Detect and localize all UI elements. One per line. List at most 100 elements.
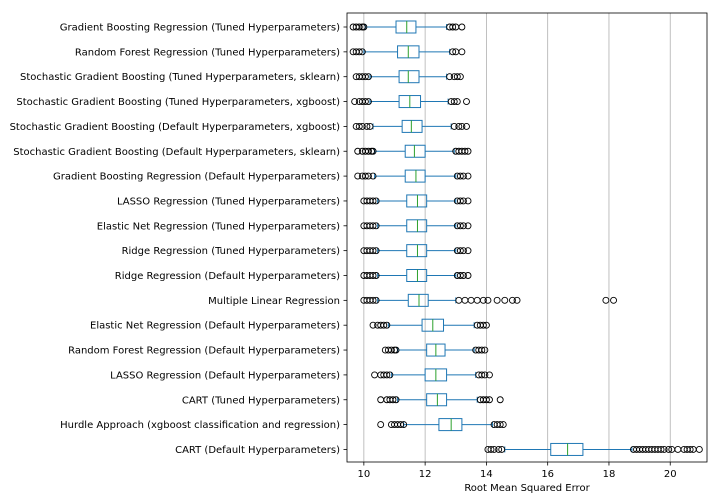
outlier-point xyxy=(464,272,472,279)
box-row xyxy=(377,418,507,432)
outlier-point xyxy=(660,446,668,453)
outlier-point xyxy=(479,321,487,329)
box xyxy=(426,393,448,407)
outlier-point xyxy=(358,122,366,130)
box-rows xyxy=(349,20,703,456)
outlier-point xyxy=(400,421,408,429)
outlier-point xyxy=(371,371,379,379)
outlier-point xyxy=(686,446,694,453)
box-row xyxy=(351,95,470,109)
outlier-point xyxy=(665,446,673,453)
category-label: Gradient Boosting Regression (Default Hy… xyxy=(53,172,340,183)
outlier-point xyxy=(467,296,475,304)
outlier-point xyxy=(463,98,470,106)
box-row xyxy=(352,119,470,133)
box xyxy=(406,194,428,208)
outlier-point xyxy=(450,98,458,106)
outlier-point xyxy=(364,147,372,155)
category-label: CART (Default Hyperparameters) xyxy=(175,445,340,456)
box-row xyxy=(349,45,466,59)
outlier-point xyxy=(355,23,363,31)
outlier-point xyxy=(481,346,489,354)
category-label: Multiple Linear Regression xyxy=(208,296,340,307)
box-row xyxy=(354,144,472,158)
outlier-point xyxy=(479,296,487,304)
x-axis-title: Root Mean Squared Error xyxy=(464,483,590,494)
outlier-point xyxy=(695,446,703,453)
outlier-point xyxy=(496,421,504,429)
outlier-point xyxy=(498,446,506,453)
outlier-point xyxy=(482,321,490,329)
outlier-point xyxy=(355,122,363,130)
category-label: Elastic Net Regression (Default Hyperpar… xyxy=(90,321,340,332)
outlier-point xyxy=(463,122,470,130)
outlier-point xyxy=(369,222,377,230)
outlier-point xyxy=(657,446,665,453)
x-axis-ticks: 10 12 14 16 18 20 xyxy=(357,462,677,480)
outlier-point xyxy=(397,421,405,429)
outlier-point xyxy=(464,247,472,255)
outlier-point xyxy=(478,371,486,379)
outlier-point xyxy=(450,122,458,130)
outlier-point xyxy=(355,48,363,56)
box xyxy=(404,169,426,183)
outlier-point xyxy=(473,296,481,304)
outlier-point xyxy=(499,421,507,429)
outlier-point xyxy=(486,396,493,404)
box-row xyxy=(371,368,493,382)
category-labels: Gradient Boosting Regression (Tuned Hype… xyxy=(10,23,347,456)
outlier-point xyxy=(464,147,472,155)
box-row xyxy=(381,343,489,357)
box xyxy=(406,219,428,233)
outlier-point xyxy=(392,346,400,354)
outlier-point xyxy=(364,172,372,180)
outlier-point xyxy=(459,197,467,205)
outlier-point xyxy=(458,48,466,56)
outlier-point xyxy=(369,147,377,155)
outlier-point xyxy=(455,122,463,130)
x-tick-label: 12 xyxy=(419,469,432,480)
box-row xyxy=(352,70,464,84)
outlier-point xyxy=(366,122,374,130)
outlier-point xyxy=(372,222,380,230)
category-label: LASSO Regression (Default Hyperparameter… xyxy=(110,370,340,381)
category-label: Stochastic Gradient Boosting (Tuned Hype… xyxy=(20,72,340,83)
outlier-point xyxy=(453,73,461,81)
box xyxy=(550,442,584,456)
outlier-point xyxy=(387,346,395,354)
category-label: Random Forest Regression (Default Hyperp… xyxy=(68,346,340,357)
box xyxy=(398,70,420,84)
x-tick-label: 10 xyxy=(357,469,370,480)
box xyxy=(438,418,463,432)
outlier-point xyxy=(453,98,461,106)
outlier-point xyxy=(459,247,467,255)
box-row xyxy=(484,442,703,456)
outlier-point xyxy=(482,396,490,404)
outlier-point xyxy=(354,172,362,180)
outlier-point xyxy=(493,296,501,304)
outlier-point xyxy=(361,172,369,180)
outlier-point xyxy=(360,23,368,31)
outlier-point xyxy=(372,197,380,205)
outlier-point xyxy=(456,247,464,255)
category-label: Stochastic Gradient Boosting (Tuned Hype… xyxy=(16,97,340,108)
box xyxy=(406,244,428,258)
outlier-point xyxy=(456,73,464,81)
outlier-point xyxy=(372,272,380,279)
outlier-point xyxy=(449,23,457,31)
outlier-point xyxy=(354,147,362,155)
outlier-point xyxy=(361,73,369,81)
outlier-point xyxy=(389,396,397,404)
outlier-point xyxy=(508,296,516,304)
box xyxy=(407,293,429,307)
outlier-point xyxy=(456,172,464,180)
outlier-point xyxy=(363,122,371,130)
outlier-point xyxy=(461,296,469,304)
outlier-point xyxy=(456,197,464,205)
box-row xyxy=(360,219,472,233)
outlier-point xyxy=(459,272,467,279)
outlier-point xyxy=(377,396,385,404)
category-label: Ridge Regression (Default Hyperparameter… xyxy=(115,271,340,282)
category-label: Ridge Regression (Tuned Hyperparameters) xyxy=(122,246,341,257)
outlier-point xyxy=(369,172,377,180)
